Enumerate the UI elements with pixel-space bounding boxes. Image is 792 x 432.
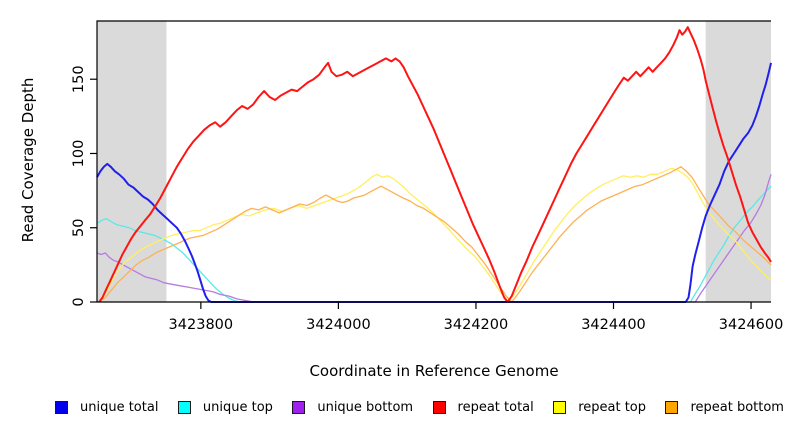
legend-swatch-icon (553, 400, 567, 414)
y-tick-label: 50 (71, 219, 87, 237)
legend-swatch-icon (292, 400, 306, 414)
legend-label: repeat total (457, 399, 534, 415)
shaded-region (97, 21, 167, 302)
legend-swatch-icon (665, 400, 679, 414)
legend-item-repeat-bottom: repeat bottom (665, 400, 784, 415)
legend-swatch-icon (432, 400, 446, 414)
x-tick-label: 3424200 (444, 317, 509, 333)
y-tick-label: 0 (71, 297, 87, 306)
shaded-region (705, 21, 771, 302)
x-tick-label: 3424600 (719, 317, 784, 333)
y-axis-title: Read Coverage Depth (19, 77, 37, 243)
legend-item-repeat-top: repeat top (553, 400, 646, 415)
legend-label: unique top (202, 399, 273, 415)
legend-label: unique bottom (317, 399, 414, 415)
series-line-unique-top (96, 185, 772, 303)
legend: unique total unique top unique bottom repea… (55, 397, 784, 417)
legend-swatch-icon (177, 400, 191, 414)
legend-item-repeat-total: repeat total (432, 399, 534, 415)
legend-item-unique-top: unique top (177, 399, 273, 415)
plot-border (96, 20, 771, 303)
x-tick-label: 3423800 (169, 317, 234, 333)
x-tick-label: 3424400 (581, 317, 646, 333)
y-tick-label: 150 (71, 65, 87, 93)
series-line-repeat-total (98, 26, 772, 303)
y-tick-label: 100 (71, 140, 87, 168)
series-line-unique-total (96, 62, 772, 303)
x-tick-label: 3424000 (306, 317, 371, 333)
series-line-repeat-bottom (98, 166, 772, 303)
legend-label: repeat top (578, 399, 646, 415)
series-line-repeat-top (98, 167, 772, 303)
legend-item-unique-total: unique total (55, 400, 158, 415)
x-axis-title: Coordinate in Reference Genome (309, 362, 559, 380)
legend-item-unique-bottom: unique bottom (292, 400, 413, 415)
legend-label: repeat bottom (690, 399, 784, 415)
series-line-unique-bottom (96, 174, 772, 303)
legend-swatch-icon (55, 400, 68, 414)
legend-label: unique total (80, 399, 159, 415)
